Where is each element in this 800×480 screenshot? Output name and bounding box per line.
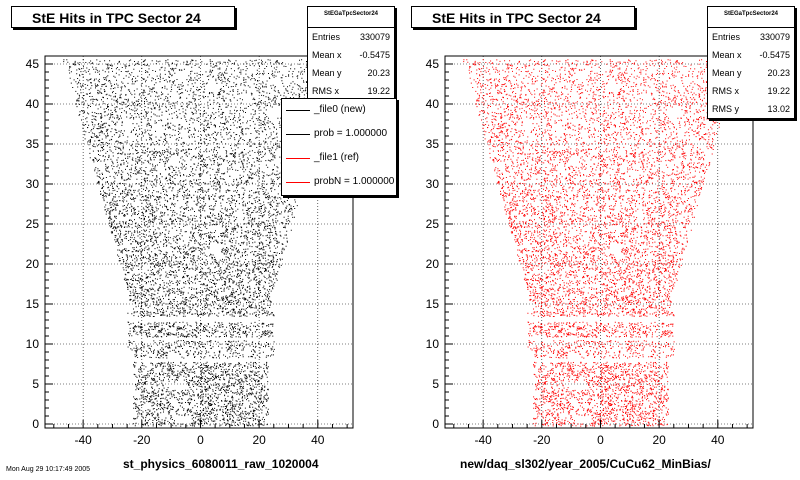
chart-title: StE Hits in TPC Sector 24	[411, 6, 635, 28]
stats-name: StEGaTpcSector24	[708, 7, 794, 28]
scatter-plot-left: -40 -20 0 20 40 0 5 10 15 20 25 30 35 40 45	[26, 55, 354, 447]
y-tick-label: 10	[426, 337, 440, 351]
y-tick-label: 30	[426, 177, 440, 191]
y-tick-label: 25	[26, 217, 40, 231]
y-tick-label: 20	[26, 257, 40, 271]
right-panel: -40 -20 0 20 40 0 5 10 15 20 25 30 35 40 45 StE Hits i…	[400, 0, 800, 480]
ticks: -40 -20 0 20 40 0 5 10 15 20 25 30 35 40 45	[426, 57, 748, 447]
y-tick-label: 5	[32, 377, 39, 391]
x-tick-label: 0	[597, 433, 604, 447]
y-tick-label: 5	[432, 377, 439, 391]
stats-row-mean-x: Mean x -0.5475	[312, 50, 390, 60]
y-tick-label: 30	[26, 177, 40, 191]
stats-row-entries: Entries 330079	[312, 32, 390, 42]
y-tick-label: 25	[426, 217, 440, 231]
hit-points	[463, 59, 737, 427]
y-tick-label: 40	[26, 97, 40, 111]
stats-name: StEGaTpcSector24	[308, 7, 394, 28]
stats-box: StEGaTpcSector24 Entries 330079 Mean x -0.…	[707, 6, 795, 119]
x-tick-label: -20	[533, 433, 551, 447]
legend-label: probN = 1.000000	[314, 176, 395, 187]
stats-row-rms-x: RMS x 19.22	[712, 86, 790, 96]
legend-label: _file0 (new)	[314, 104, 366, 115]
legend-line-black	[286, 110, 310, 111]
stats-box: StEGaTpcSector24 Entries 330079 Mean x -0.…	[307, 6, 395, 101]
left-panel: -40 -20 0 20 40 0 5 10 15 20 25 30 35 40 45 StE Hits i…	[11, 6, 397, 471]
stats-row-mean-x: Mean x -0.5475	[712, 50, 790, 60]
hit-points-path	[463, 59, 737, 427]
y-tick-label: 10	[26, 337, 40, 351]
x-axis-label: new/daq_sl302/year_2005/CuCu62_MinBias/	[460, 457, 711, 471]
x-tick-label: -20	[133, 433, 151, 447]
x-tick-label: 0	[197, 433, 204, 447]
y-tick-label: 45	[26, 57, 40, 71]
legend-line-black	[286, 134, 310, 135]
footer-timestamp: Mon Aug 29 10:17:49 2005	[6, 466, 91, 473]
x-tick-label: -40	[74, 433, 92, 447]
grid	[445, 56, 753, 428]
stats-row-rms-x: RMS x 19.22	[312, 86, 390, 96]
legend-item-file0: _file0 (new)	[282, 99, 396, 123]
x-tick-label: 20	[652, 433, 666, 447]
legend-line-red	[286, 182, 310, 183]
y-tick-label: 20	[426, 257, 440, 271]
y-tick-label: 45	[426, 57, 440, 71]
plot-frame	[44, 55, 354, 429]
stats-row-entries: Entries 330079	[712, 32, 790, 42]
plot-frame	[444, 55, 754, 429]
legend: _file0 (new) prob = 1.000000 _file1 (ref…	[281, 98, 397, 196]
y-tick-label: 0	[32, 417, 39, 431]
y-tick-label: 15	[26, 297, 40, 311]
y-tick-label: 35	[26, 137, 40, 151]
x-tick-label: 40	[711, 433, 725, 447]
x-tick-label: 20	[252, 433, 266, 447]
scatter-plot-right: -40 -20 0 20 40 0 5 10 15 20 25 30 35 40 45	[426, 55, 754, 447]
legend-line-red	[286, 158, 310, 159]
x-tick-label: -40	[474, 433, 492, 447]
legend-item-prob: prob = 1.000000	[282, 123, 396, 147]
y-tick-label: 40	[426, 97, 440, 111]
x-tick-label: 40	[311, 433, 325, 447]
stats-row-rms-y: RMS y 13.02	[712, 104, 790, 114]
ticks: -40 -20 0 20 40 0 5 10 15 20 25 30 35 40 45	[26, 57, 348, 447]
chart-title: StE Hits in TPC Sector 24	[11, 6, 235, 28]
legend-item-probn: probN = 1.000000	[282, 171, 396, 195]
stats-row-mean-y: Mean y 20.23	[712, 68, 790, 78]
y-tick-label: 0	[432, 417, 439, 431]
y-tick-label: 35	[426, 137, 440, 151]
y-tick-label: 15	[426, 297, 440, 311]
x-axis-label: st_physics_6080011_raw_1020004	[123, 457, 319, 471]
legend-label: _file1 (ref)	[314, 152, 360, 163]
stats-row-mean-y: Mean y 20.23	[312, 68, 390, 78]
legend-label: prob = 1.000000	[314, 128, 388, 139]
legend-item-file1: _file1 (ref)	[282, 147, 396, 171]
